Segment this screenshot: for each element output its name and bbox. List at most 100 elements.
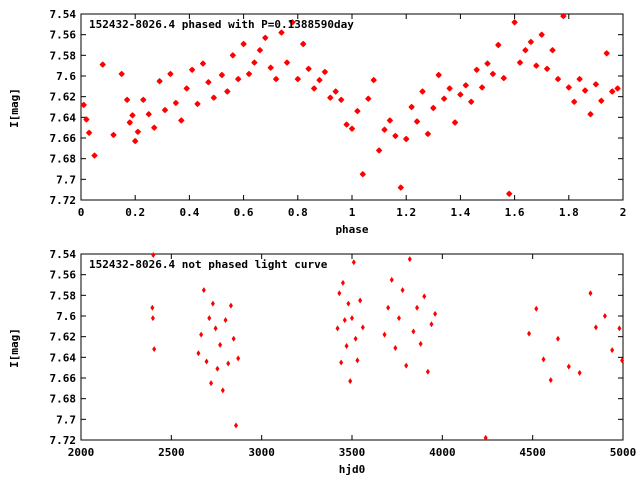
data-point [381, 126, 388, 133]
plot-unphased-ytick-label: 7.54 [50, 248, 77, 261]
data-point [344, 342, 349, 349]
data-point [440, 95, 448, 102]
data-point [468, 98, 475, 105]
data-point [134, 128, 142, 135]
data-point [577, 369, 582, 376]
data-point [251, 59, 258, 66]
plot-unphased-yticks: 7.54 7.56 7.58 7.6 7.62 7.64 7.66 7.68 7.7 7.72 [50, 248, 623, 447]
data-point [495, 41, 502, 49]
data-point [228, 302, 233, 309]
data-point [407, 256, 412, 263]
data-point [316, 76, 323, 84]
data-point [413, 118, 421, 125]
data-point [229, 52, 236, 59]
data-point [204, 358, 209, 365]
data-point [415, 304, 420, 311]
data-point [210, 94, 217, 101]
data-point [226, 360, 231, 367]
plot-phased-xticks: 0 0.2 0.4 0.6 0.8 1 1.2 1.4 1.6 1.8 2 [78, 14, 627, 219]
plot-phased-xtick-label: 0.4 [179, 206, 199, 219]
plot-phased-xtick-label: 2 [620, 206, 627, 219]
data-point [110, 131, 117, 139]
plot-phased-ytick-label: 7.64 [50, 111, 77, 124]
data-point [339, 359, 344, 366]
data-point [541, 356, 546, 363]
data-point [240, 40, 247, 48]
data-point [340, 279, 345, 286]
data-point [543, 65, 551, 72]
data-point [396, 315, 401, 322]
data-point [99, 61, 106, 68]
data-point [576, 75, 583, 83]
data-point [511, 19, 518, 26]
plot-unphased-ytick-label: 7.7 [56, 413, 76, 426]
data-point [283, 59, 291, 66]
data-point [393, 345, 398, 352]
data-point [571, 98, 578, 105]
data-point [617, 325, 622, 332]
plot-phased-xtick-label: 1 [349, 206, 356, 219]
data-point [538, 31, 545, 38]
data-point [620, 357, 625, 364]
data-point [80, 101, 87, 109]
data-point [429, 321, 434, 328]
plot-unphased-ytick-label: 7.6 [56, 310, 76, 323]
data-point [603, 50, 610, 57]
plot-phased-yticks: 7.54 7.56 7.58 7.6 7.62 7.64 7.66 7.68 7.7 7.72 [50, 8, 623, 207]
data-point [220, 387, 225, 394]
data-point [234, 422, 239, 429]
data-point [457, 91, 464, 98]
data-point [145, 111, 152, 118]
plot-phased-xtick-label: 1.2 [396, 206, 416, 219]
plot-phased-xtick-label: 1.6 [505, 206, 525, 219]
data-point [178, 117, 185, 124]
data-point [156, 78, 163, 85]
data-point [205, 79, 212, 86]
plot-phased: 0 0.2 0.4 0.6 0.8 1 1.2 1.4 1.6 1.8 2 7.54 7.56 7.58… [8, 8, 626, 236]
data-point [337, 290, 342, 297]
plot-phased-ylabel: I[mag] [8, 88, 21, 128]
plot-unphased-frame [80, 253, 624, 441]
data-point [346, 300, 351, 307]
data-point [587, 111, 594, 118]
plot-phased-ytick-label: 7.62 [50, 91, 77, 104]
data-point [614, 85, 621, 92]
data-point [555, 335, 560, 342]
data-point [354, 107, 361, 115]
data-point [183, 85, 190, 92]
data-point [433, 310, 438, 317]
data-point [118, 70, 125, 78]
data-point [446, 85, 453, 92]
data-point [215, 365, 220, 372]
data-point [392, 132, 399, 140]
data-point [560, 12, 567, 20]
data-point [218, 71, 226, 79]
plot-phased-xtick-label: 0.8 [288, 206, 308, 219]
data-point [235, 75, 242, 83]
plot-phased-title: 152432-8026.4 phased with P=0.1388590day [89, 18, 354, 31]
data-point [483, 434, 488, 441]
plot-phased-xtick-label: 0.6 [234, 206, 254, 219]
data-point [289, 19, 296, 26]
data-point [350, 315, 354, 322]
data-point [245, 70, 253, 78]
data-point [224, 88, 231, 95]
data-point [351, 259, 356, 266]
plot-unphased-ytick-label: 7.62 [50, 331, 77, 344]
plot-phased-xlabel: phase [335, 223, 368, 236]
data-point [598, 97, 605, 104]
data-point [223, 317, 228, 324]
data-point [462, 82, 469, 89]
data-point [360, 324, 365, 331]
data-point [218, 341, 223, 348]
data-point [83, 116, 90, 123]
data-point [342, 317, 347, 324]
plot-unphased-xtick-label: 2000 [68, 446, 95, 459]
plot-unphased-ylabel: I[mag] [8, 328, 21, 368]
data-point [151, 124, 158, 131]
plot-unphased-ytick-label: 7.56 [50, 269, 77, 282]
data-point [321, 68, 329, 76]
plot-phased-ytick-label: 7.58 [50, 49, 77, 62]
plot-unphased-xtick-label: 2500 [158, 446, 185, 459]
data-point [300, 40, 307, 48]
